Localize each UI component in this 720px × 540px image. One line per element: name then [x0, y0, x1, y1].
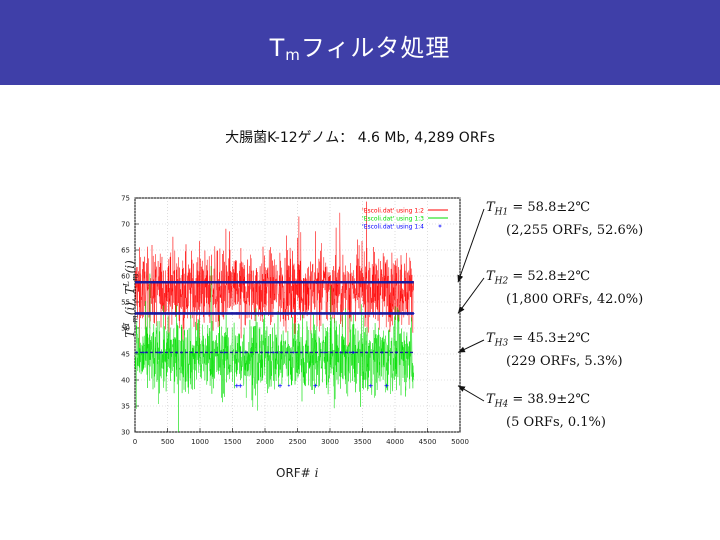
data-point — [238, 383, 243, 388]
data-point — [368, 383, 373, 388]
y-tick-label: 70 — [121, 221, 130, 229]
y-axis-label: THm(i), TLm(i) — [122, 260, 140, 338]
x-tick-label: 4000 — [386, 438, 404, 446]
x-tick-label: 2500 — [289, 438, 307, 446]
data-point — [322, 351, 326, 354]
annotation-th3: TH3 = 45.3±2℃ (229 ORFs, 5.3%) — [486, 331, 623, 369]
y-tick-label: 40 — [121, 377, 130, 385]
legend-marker — [438, 224, 442, 228]
annotation-arrow — [457, 385, 485, 402]
series-line-green — [134, 266, 414, 433]
x-tick-label: 4500 — [419, 438, 437, 446]
annotation-arrow — [457, 277, 485, 314]
y-tick-label: 50 — [121, 325, 130, 333]
data-point — [234, 383, 239, 388]
y-tick-label: 55 — [121, 299, 130, 307]
data-point — [384, 383, 389, 388]
legend-label: 'Escoli.dat' using 1:4 — [362, 224, 424, 231]
data-point — [278, 383, 283, 388]
x-tick-label: 3500 — [354, 438, 372, 446]
annotation-arrow — [457, 339, 485, 353]
x-tick-label: 5000 — [451, 438, 469, 446]
data-point — [352, 351, 356, 354]
series-line-red — [134, 201, 414, 354]
x-tick-label: 0 — [133, 438, 137, 446]
x-tick-label: 3000 — [321, 438, 339, 446]
legend-label: 'Escoli.dat' using 1:2 — [362, 208, 424, 215]
slide-title: Tmフィルタ処理 — [269, 34, 451, 64]
legend: 'Escoli.dat' using 1:2'Escoli.dat' using… — [362, 208, 448, 231]
legend-label: 'Escoli.dat' using 1:3 — [362, 216, 424, 223]
annotation-th1: TH1 = 58.8±2℃ (2,255 ORFs, 52.6%) — [486, 200, 644, 238]
x-tick-label: 1000 — [191, 438, 209, 446]
annotation-th2: TH2 = 52.8±2℃ (1,800 ORFs, 42.0%) — [486, 269, 644, 307]
slide-subtitle: 大腸菌K-12ゲノム： 4.6 Mb, 4,289 ORFs — [225, 130, 495, 146]
data-point — [287, 384, 291, 387]
title-bar — [0, 0, 720, 85]
data-point — [142, 351, 146, 354]
x-axis-label: ORF# i — [276, 466, 319, 480]
annotation-th4: TH4 = 38.9±2℃ (5 ORFs, 0.1%) — [486, 392, 606, 430]
data-point — [313, 383, 318, 388]
x-tick-label: 500 — [161, 438, 174, 446]
y-tick-label: 65 — [121, 247, 130, 255]
x-tick-label: 2000 — [256, 438, 274, 446]
annotation-arrow — [457, 208, 485, 283]
x-tick-label: 1500 — [224, 438, 242, 446]
y-tick-label: 45 — [121, 351, 130, 359]
y-tick-label: 75 — [121, 195, 130, 203]
y-tick-label: 35 — [121, 403, 130, 411]
y-tick-label: 60 — [121, 273, 130, 281]
y-tick-label: 30 — [121, 429, 130, 437]
